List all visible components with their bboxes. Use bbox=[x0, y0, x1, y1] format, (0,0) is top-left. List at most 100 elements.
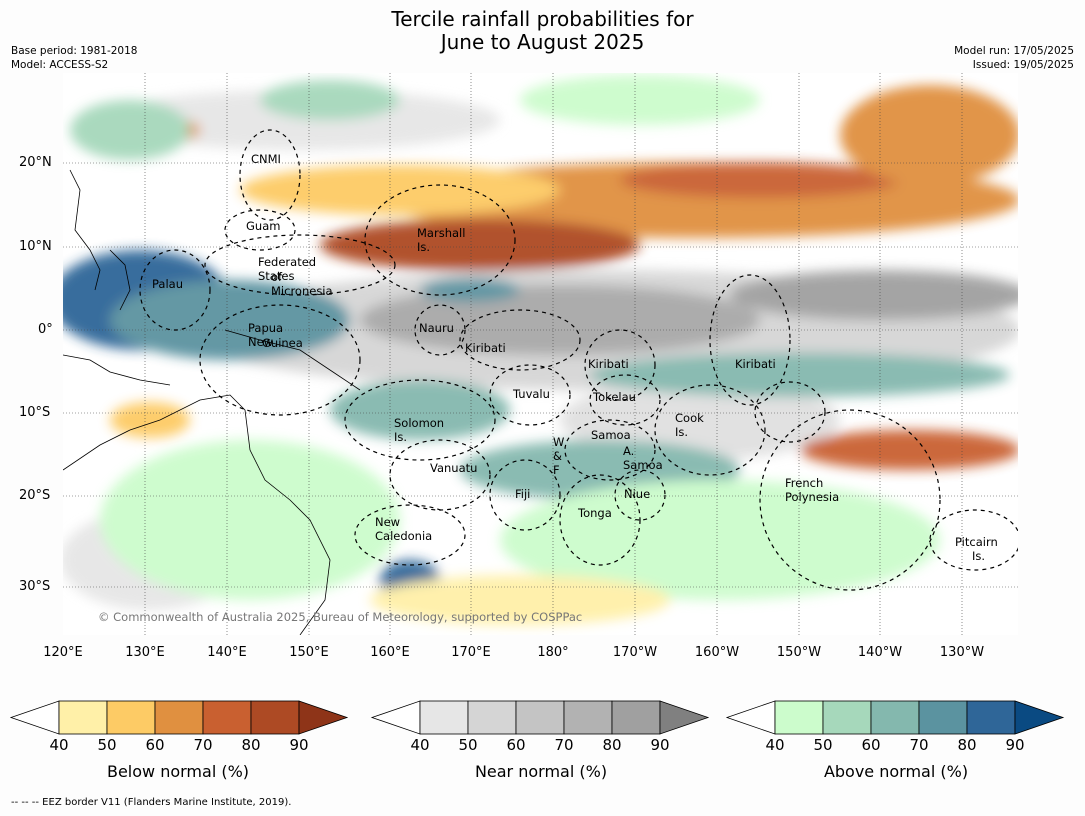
colorbar-tick-label: 90 bbox=[650, 736, 670, 754]
lon-label: 150°E bbox=[289, 645, 329, 660]
colorbar-tick-label: 60 bbox=[861, 736, 881, 754]
region-label: Kiribati bbox=[465, 341, 506, 355]
title-line-2: June to August 2025 bbox=[440, 30, 645, 54]
base-period: Base period: 1981-2018 bbox=[11, 45, 138, 57]
issued-date: Issued: 19/05/2025 bbox=[972, 59, 1074, 71]
colorbars bbox=[9, 700, 1065, 735]
colorbar-segment bbox=[467, 700, 517, 735]
colorbar-segment bbox=[611, 700, 661, 735]
colorbar-min-arrow bbox=[725, 700, 776, 735]
region-label: Federated States bbox=[258, 255, 317, 283]
region-label: Is. bbox=[972, 549, 986, 563]
region-label: Tokelau bbox=[593, 390, 636, 404]
region-label: CNMI bbox=[251, 152, 281, 166]
region-label: Kiribati bbox=[735, 357, 776, 371]
colorbar-tick-label: 50 bbox=[813, 736, 833, 754]
above-normal-label: Above normal (%) bbox=[823, 762, 969, 781]
region-label: French Polynesia bbox=[785, 476, 840, 504]
region-label: Guam bbox=[246, 219, 281, 233]
title-line-1: Tercile rainfall probabilities for bbox=[391, 7, 694, 31]
lat-label: 20°S bbox=[19, 488, 51, 503]
region-label: Vanuatu bbox=[430, 461, 478, 475]
lon-label: 150°W bbox=[776, 645, 822, 660]
colorbar-min-arrow bbox=[370, 700, 421, 735]
colorbar-segment bbox=[774, 700, 824, 735]
region-label: Tuvalu bbox=[513, 387, 550, 401]
colorbar-tick-label: 50 bbox=[97, 736, 117, 754]
lon-labels: 120°E 130°E 140°E 150°E 160°E 170°E 180°… bbox=[0, 645, 1085, 665]
colorbar-segment bbox=[58, 700, 108, 735]
figure-title: Tercile rainfall probabilities for June … bbox=[0, 8, 1085, 54]
lat-label: 30°S bbox=[19, 579, 51, 594]
region-label: A. Samoa bbox=[623, 444, 663, 472]
colorbar-segment bbox=[419, 700, 469, 735]
colorbar-min-arrow bbox=[9, 700, 60, 735]
region-label: Marshall Is. bbox=[417, 226, 466, 254]
lon-label: 180° bbox=[537, 645, 569, 660]
region-label: of Micronesia bbox=[271, 270, 333, 298]
lon-label: 170°W bbox=[612, 645, 658, 660]
lon-label: 140°W bbox=[857, 645, 903, 660]
colorbar-segment bbox=[515, 700, 565, 735]
copyright-notice: © Commonwealth of Australia 2025, Bureau… bbox=[98, 610, 583, 624]
map-area bbox=[63, 73, 1018, 635]
colorbar-tick-label: 60 bbox=[145, 736, 165, 754]
lon-label: 130°W bbox=[939, 645, 985, 660]
colorbar-segment bbox=[870, 700, 920, 735]
near-normal-label: Near normal (%) bbox=[474, 762, 608, 781]
colorbar-tick-label: 70 bbox=[554, 736, 574, 754]
region-label: Palau bbox=[152, 277, 183, 291]
region-label: Niue bbox=[624, 487, 651, 501]
colorbar-segment bbox=[563, 700, 613, 735]
colorbar-segment bbox=[822, 700, 872, 735]
below-normal-label: Below normal (%) bbox=[106, 762, 250, 781]
colorbar-tick-label: 40 bbox=[410, 736, 430, 754]
lon-label: 120°E bbox=[43, 645, 83, 660]
colorbar-segment bbox=[918, 700, 968, 735]
colorbar-tick-label: 70 bbox=[909, 736, 929, 754]
colorbar-tick-label: 90 bbox=[1005, 736, 1025, 754]
lon-label: 130°E bbox=[125, 645, 165, 660]
colorbar-tick-label: 80 bbox=[957, 736, 977, 754]
cbar-ticks: 40 50 60 70 80 90 40 50 60 70 80 90 40 50 60 70 80 90 bbox=[0, 736, 1085, 756]
model-name: Model: ACCESS-S2 bbox=[11, 59, 109, 71]
meta-right: Model run: 17/05/2025 Issued: 19/05/2025 bbox=[954, 44, 1074, 72]
colorbar-max-arrow bbox=[1014, 700, 1065, 735]
colorbar-tick-label: 50 bbox=[458, 736, 478, 754]
meta-left: Base period: 1981-2018 Model: ACCESS-S2 bbox=[11, 44, 137, 72]
lat-label: 10°N bbox=[19, 239, 52, 254]
colorbar-segment bbox=[250, 700, 300, 735]
eez-borders bbox=[139, 129, 1018, 591]
colorbar-tick-label: 90 bbox=[289, 736, 309, 754]
region-label: Kiribati bbox=[588, 357, 629, 371]
colorbar-tick-label: 70 bbox=[193, 736, 213, 754]
lon-label: 140°E bbox=[207, 645, 247, 660]
lon-label: 160°E bbox=[370, 645, 410, 660]
colorbar-tick-label: 40 bbox=[765, 736, 785, 754]
colorbar-tick-label: 40 bbox=[49, 736, 69, 754]
region-label: Nauru bbox=[419, 321, 454, 335]
colorbar-max-arrow bbox=[298, 700, 349, 735]
graticule bbox=[63, 73, 1018, 635]
colorbar-segment bbox=[106, 700, 156, 735]
coastlines bbox=[63, 169, 361, 635]
region-label: Cook Is. bbox=[675, 411, 704, 439]
lon-label: 170°E bbox=[451, 645, 491, 660]
model-run: Model run: 17/05/2025 bbox=[954, 45, 1074, 57]
eez-footnote: -- -- -- EEZ border V11 (Flanders Marine… bbox=[11, 797, 292, 808]
lon-label: 160°W bbox=[694, 645, 740, 660]
region-label: Papua New bbox=[248, 321, 284, 349]
region-label: Tonga bbox=[578, 506, 612, 520]
region-label: New Caledonia bbox=[375, 515, 433, 543]
region-label: Pitcairn bbox=[955, 535, 998, 549]
colorbar-tick-label: 60 bbox=[506, 736, 526, 754]
colorbar-tick-label: 80 bbox=[241, 736, 261, 754]
colorbar-max-arrow bbox=[659, 700, 710, 735]
colorbar-segment bbox=[154, 700, 204, 735]
region-label: Fiji bbox=[515, 487, 531, 501]
lat-label: 0° bbox=[38, 322, 53, 337]
colorbar-tick-label: 80 bbox=[602, 736, 622, 754]
colorbar-segment bbox=[202, 700, 252, 735]
region-label: W & F bbox=[553, 435, 565, 477]
